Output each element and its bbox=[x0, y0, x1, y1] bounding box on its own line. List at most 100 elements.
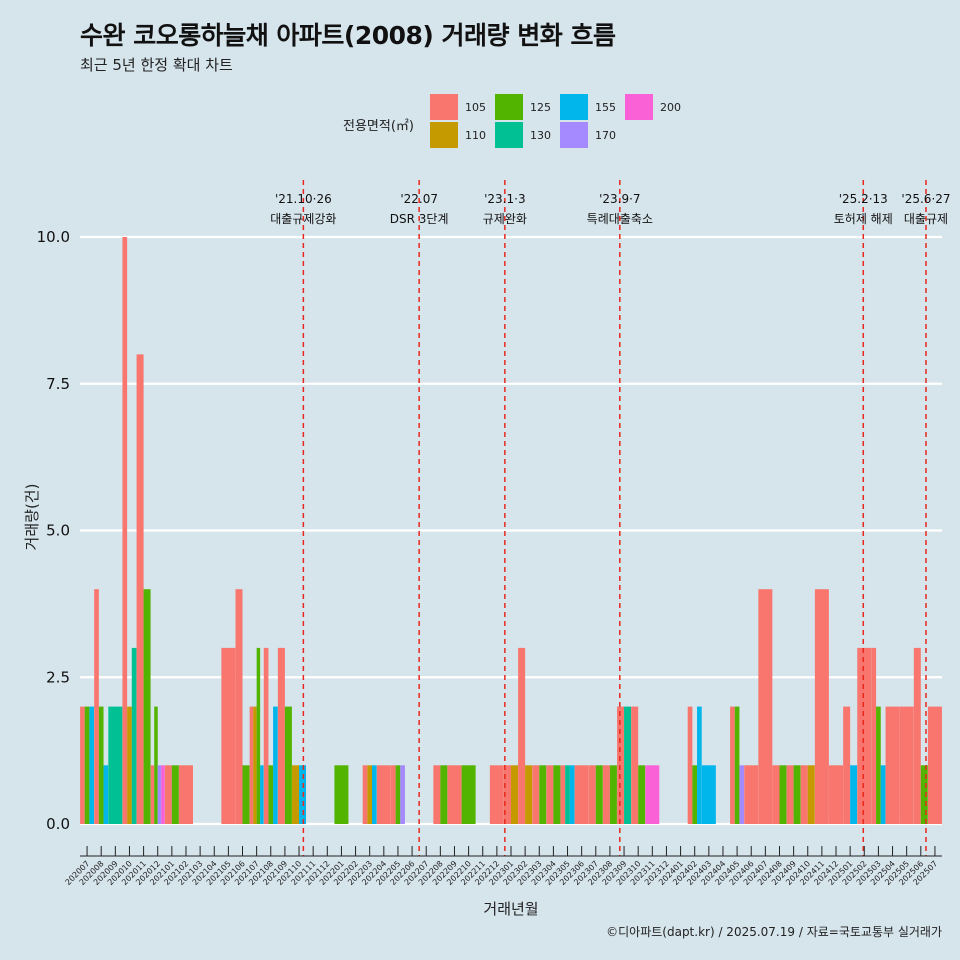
bar-105-202102 bbox=[178, 765, 193, 824]
bar-110-202107 bbox=[253, 706, 257, 824]
bar-125-202503 bbox=[876, 706, 881, 824]
bar-105-202412 bbox=[829, 765, 844, 824]
bar-200-202311 bbox=[645, 765, 660, 824]
bar-105-202306 bbox=[574, 765, 589, 824]
bar-125-202109 bbox=[284, 706, 292, 824]
legend-label-170: 170 bbox=[595, 129, 616, 142]
bar-130-202305 bbox=[565, 765, 570, 824]
bar-105-202503 bbox=[871, 647, 877, 824]
legend-label-125: 125 bbox=[530, 101, 551, 114]
bar-110-202110 bbox=[292, 765, 300, 824]
bar-125-202011 bbox=[143, 589, 151, 824]
bar-105-202106 bbox=[235, 589, 243, 824]
bar-170-202012 bbox=[157, 765, 162, 824]
bar-155-202402 bbox=[697, 706, 702, 824]
bar-105-202108 bbox=[263, 647, 269, 824]
bar-155-202203 bbox=[372, 765, 377, 824]
legend-title: 전용면적(㎡) bbox=[343, 119, 414, 134]
bar-105-202408 bbox=[772, 765, 780, 824]
bar-125-202307 bbox=[595, 765, 603, 824]
event-date-label: '25.2·13 bbox=[839, 192, 888, 206]
bar-155-202110 bbox=[299, 765, 307, 824]
chart-title: 수완 코오롱하늘채 아파트(2008) 거래량 변화 흐름 bbox=[80, 21, 616, 50]
event-desc-label: 규제완화 bbox=[483, 212, 527, 226]
bar-130-202010 bbox=[131, 647, 137, 824]
bar-105-202411 bbox=[814, 589, 829, 824]
bar-125-202108 bbox=[268, 765, 274, 824]
bar-105-202402 bbox=[687, 706, 693, 824]
bar-105-202406 bbox=[744, 765, 759, 824]
bar-105-202305 bbox=[560, 765, 566, 824]
bar-110-202410 bbox=[807, 765, 815, 824]
bar-125-202201 bbox=[334, 765, 349, 824]
chart-subtitle: 최근 5년 한정 확대 차트 bbox=[80, 56, 233, 74]
bar-110-202203 bbox=[367, 765, 373, 824]
legend-swatch-170 bbox=[560, 122, 588, 148]
event-date-label: '21.10·26 bbox=[275, 192, 332, 206]
bar-105-202204 bbox=[376, 765, 391, 824]
bar-105-202012 bbox=[150, 765, 155, 824]
bar-130-202009 bbox=[108, 706, 123, 824]
bar-110-202302 bbox=[525, 765, 533, 824]
bar-105-202208 bbox=[433, 765, 441, 824]
legend-label-155: 155 bbox=[595, 101, 616, 114]
legend-label-200: 200 bbox=[660, 101, 681, 114]
event-markers: '21.10·26 대출규제강화 '22.07 DSR 3단계 '23.1·3 규제완화 '… bbox=[270, 180, 951, 856]
bar-105-202405 bbox=[730, 706, 735, 824]
y-tick-label: 2.5 bbox=[46, 668, 70, 686]
bar-105-202212 bbox=[489, 765, 504, 824]
bar-125-202101 bbox=[171, 765, 179, 824]
bar-155-202305 bbox=[569, 765, 575, 824]
bar-155-202108 bbox=[273, 706, 278, 824]
bar-105-202301 bbox=[504, 765, 511, 824]
bar-125-202409 bbox=[793, 765, 801, 824]
bar-105-202506 bbox=[913, 647, 921, 824]
bar-130-202309 bbox=[624, 706, 632, 824]
legend-swatch-200 bbox=[625, 94, 653, 120]
bar-125-202205 bbox=[395, 765, 401, 824]
legend-swatch-110 bbox=[430, 122, 458, 148]
bar-125-202310 bbox=[638, 765, 646, 824]
y-tick-label: 7.5 bbox=[46, 375, 70, 393]
event-date-label: '23.9·7 bbox=[599, 192, 640, 206]
bar-125-202506 bbox=[920, 765, 928, 824]
event-date-label: '23.1·3 bbox=[484, 192, 525, 206]
y-axis: 0.0 2.5 5.0 7.5 10.0 bbox=[37, 228, 70, 833]
bar-105-202007 bbox=[80, 706, 85, 824]
bar-125-202106 bbox=[242, 765, 250, 824]
bar-105-202011 bbox=[136, 354, 144, 824]
bar-105-202302 bbox=[518, 647, 526, 824]
bar-125-202405 bbox=[734, 706, 740, 824]
event-desc-label: DSR 3단계 bbox=[390, 212, 449, 226]
bar-155-202107 bbox=[260, 765, 264, 824]
event-date-label: '22.07 bbox=[400, 192, 438, 206]
legend-label-105: 105 bbox=[465, 101, 486, 114]
bar-105-202303 bbox=[532, 765, 540, 824]
event-desc-label: 토허제 해제 bbox=[834, 212, 893, 226]
bar-125-202402 bbox=[692, 765, 698, 824]
bar-110-202010 bbox=[127, 706, 132, 824]
bar-170-202205 bbox=[400, 765, 405, 824]
bar-125-202303 bbox=[539, 765, 547, 824]
y-tick-label: 10.0 bbox=[37, 228, 70, 246]
bar-105-202307 bbox=[588, 765, 596, 824]
legend-swatch-105 bbox=[430, 94, 458, 120]
bar-155-202007 bbox=[89, 706, 95, 824]
bar-125-202208 bbox=[440, 765, 448, 824]
bar-105-202101 bbox=[164, 765, 172, 824]
y-tick-label: 5.0 bbox=[46, 522, 70, 540]
event-desc-label: 대출규제 bbox=[904, 212, 948, 226]
bar-105-202505 bbox=[899, 706, 914, 824]
source-caption: ©디아파트(dapt.kr) / 2025.07.19 / 자료=국토교통부 실… bbox=[606, 925, 942, 939]
bar-105-202501 bbox=[843, 706, 851, 824]
bar-170-202405 bbox=[739, 765, 745, 824]
bar-125-202007 bbox=[84, 706, 90, 824]
bar-125-202107 bbox=[256, 647, 261, 824]
bar-105-202205 bbox=[390, 765, 396, 824]
bar-125-202210 bbox=[461, 765, 476, 824]
y-tick-label: 0.0 bbox=[46, 815, 70, 833]
bar-105-202105 bbox=[221, 647, 236, 824]
bar-105-202504 bbox=[885, 706, 900, 824]
bar-105-202010 bbox=[122, 237, 128, 824]
